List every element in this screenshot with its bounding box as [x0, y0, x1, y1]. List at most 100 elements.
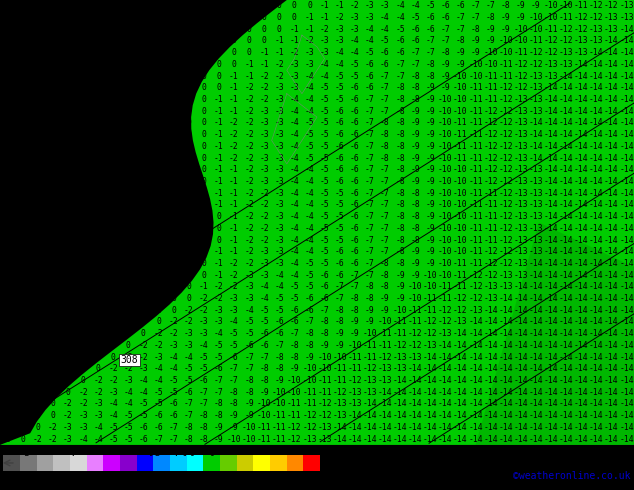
Text: 1: 1	[126, 107, 131, 116]
Text: 3: 3	[50, 247, 55, 256]
Text: -14: -14	[589, 435, 604, 443]
Text: -4: -4	[244, 306, 254, 315]
Text: -14: -14	[559, 224, 573, 233]
Text: -14: -14	[514, 423, 528, 432]
Text: -12: -12	[332, 388, 347, 397]
Text: -2: -2	[169, 318, 178, 326]
Text: 0: 0	[202, 165, 206, 174]
Text: -12: -12	[423, 329, 437, 338]
Text: 2: 2	[81, 142, 86, 151]
Text: -14: -14	[363, 423, 377, 432]
Text: -42: -42	[30, 473, 42, 479]
Text: 0: 0	[126, 329, 131, 338]
Text: -6: -6	[350, 107, 359, 116]
Text: -14: -14	[604, 95, 619, 104]
Text: 2: 2	[111, 177, 115, 186]
Text: -5: -5	[304, 282, 314, 292]
Text: -14: -14	[423, 411, 437, 420]
Text: -6: -6	[365, 60, 375, 69]
Text: 0: 0	[141, 306, 146, 315]
Text: 2: 2	[111, 107, 115, 116]
Text: 1: 1	[141, 107, 146, 116]
Text: 1: 1	[231, 1, 236, 10]
Text: 3: 3	[20, 247, 25, 256]
Text: -11: -11	[408, 318, 422, 326]
Text: 2: 2	[126, 236, 131, 245]
Text: 0: 0	[186, 236, 191, 245]
Text: 1: 1	[156, 224, 161, 233]
Bar	[137, 455, 153, 471]
Text: -9: -9	[441, 72, 450, 80]
Text: -6: -6	[335, 119, 344, 127]
Text: -3: -3	[63, 423, 73, 432]
Text: -1: -1	[214, 153, 224, 163]
Text: 3: 3	[36, 119, 40, 127]
Text: -14: -14	[483, 388, 498, 397]
Text: -1: -1	[214, 119, 224, 127]
Text: 0: 0	[186, 60, 191, 69]
Text: -14: -14	[423, 365, 437, 373]
Text: -2: -2	[78, 399, 88, 409]
Text: -2: -2	[350, 1, 359, 10]
Text: -9: -9	[320, 341, 330, 350]
Text: -9: -9	[516, 1, 526, 10]
Text: -14: -14	[468, 365, 483, 373]
Text: -14: -14	[544, 247, 559, 256]
Text: -13: -13	[514, 107, 528, 116]
Text: 0: 0	[202, 236, 206, 245]
Text: -13: -13	[378, 376, 392, 385]
Text: 2: 2	[96, 247, 101, 256]
Text: -14: -14	[514, 329, 528, 338]
Text: -14: -14	[574, 294, 588, 303]
Text: 0: 0	[202, 177, 206, 186]
Text: -5: -5	[320, 236, 330, 245]
Text: -5: -5	[350, 72, 359, 80]
Text: -14: -14	[559, 259, 573, 268]
Text: -13: -13	[514, 153, 528, 163]
Text: -9: -9	[410, 259, 420, 268]
Text: -10: -10	[287, 376, 302, 385]
Text: -12: -12	[559, 25, 573, 34]
Text: -14: -14	[574, 259, 588, 268]
Bar	[87, 455, 103, 471]
Text: -11: -11	[272, 423, 287, 432]
Text: -13: -13	[363, 376, 377, 385]
Text: -12: -12	[483, 165, 498, 174]
Text: 0: 0	[216, 36, 221, 46]
Text: -13: -13	[529, 247, 543, 256]
Text: -11: -11	[438, 294, 453, 303]
Text: -1: -1	[259, 60, 269, 69]
Text: -4: -4	[290, 270, 299, 280]
Text: 0: 0	[81, 365, 86, 373]
Text: -14: -14	[589, 83, 604, 92]
Text: -5: -5	[259, 318, 269, 326]
Text: 2: 2	[96, 236, 101, 245]
Text: -6: -6	[410, 25, 420, 34]
Text: 1: 1	[156, 72, 161, 80]
Text: -13: -13	[544, 72, 559, 80]
Text: -8: -8	[395, 142, 405, 151]
Text: 0: 0	[202, 247, 206, 256]
Text: -9: -9	[410, 153, 420, 163]
Text: -2: -2	[108, 365, 118, 373]
Bar	[70, 455, 87, 471]
Text: -10: -10	[408, 282, 422, 292]
Text: 0: 0	[156, 282, 161, 292]
Text: -14: -14	[574, 329, 588, 338]
Bar	[53, 455, 70, 471]
Text: 0: 0	[111, 329, 115, 338]
Text: 2: 2	[141, 48, 146, 57]
Text: -3: -3	[259, 153, 269, 163]
Text: -14: -14	[498, 365, 513, 373]
Text: -14: -14	[604, 399, 619, 409]
Text: -4: -4	[290, 200, 299, 209]
Text: -14: -14	[574, 423, 588, 432]
Text: -1: -1	[229, 236, 239, 245]
Text: -14: -14	[392, 423, 407, 432]
Text: -14: -14	[408, 376, 422, 385]
Text: -4: -4	[78, 435, 88, 443]
Text: -7: -7	[441, 25, 450, 34]
Text: -9: -9	[229, 411, 239, 420]
Text: 0: 0	[186, 212, 191, 221]
Text: 3: 3	[36, 72, 40, 80]
